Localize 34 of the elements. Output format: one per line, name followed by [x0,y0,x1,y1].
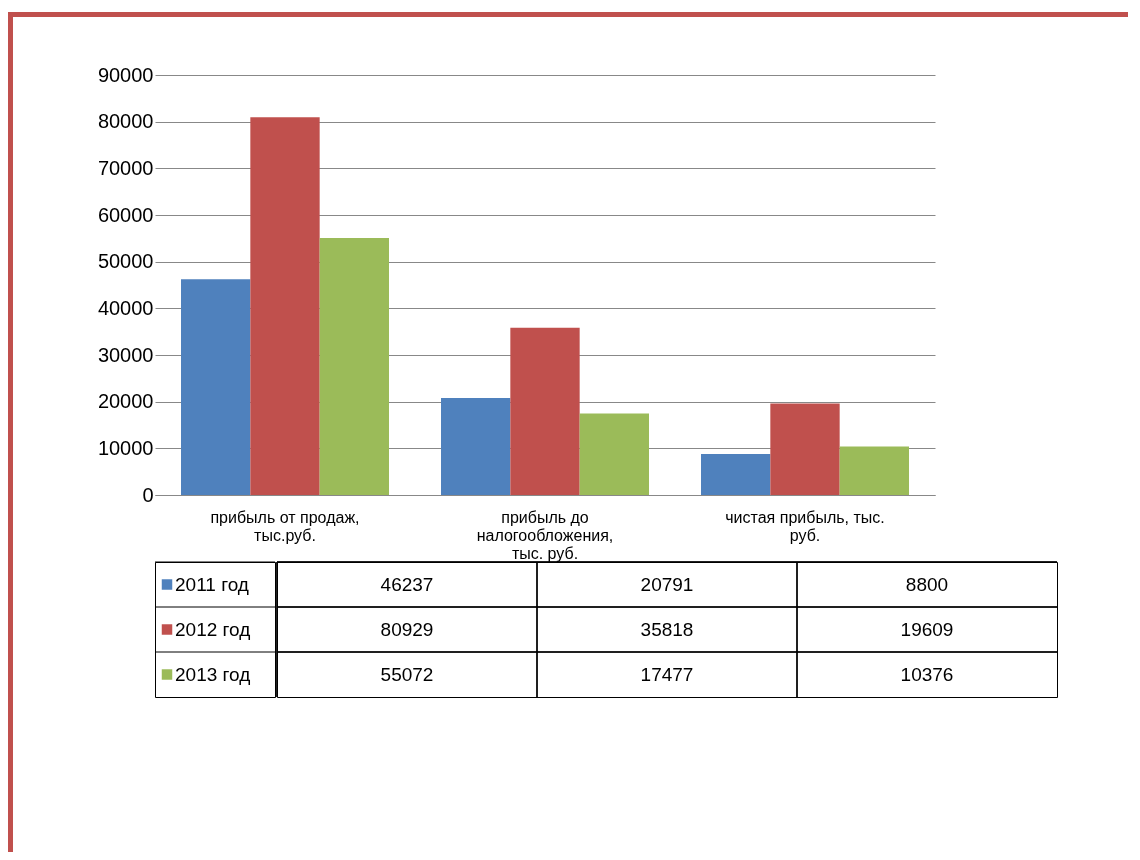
bar [701,453,771,495]
data-label: 10376 [900,663,954,685]
x-tick-label: прибыль до налогообложения, тыс. руб. [476,508,614,562]
y-tick-label: 70000 [97,156,154,179]
legend-label: 2013 год [175,663,251,685]
data-label: 8800 [905,573,949,595]
y-tick-label: 20000 [97,390,154,413]
data-label: 35818 [640,618,694,640]
x-tick-label: прибыль от продаж, тыс.руб. [210,508,360,544]
y-tick-label: 80000 [97,110,154,133]
y-tick-label: 0 [142,483,154,506]
bar [770,403,840,495]
bar [441,397,511,495]
bar [839,446,909,495]
data-label: 80929 [380,618,434,640]
y-tick-label: 10000 [97,436,154,459]
y-tick-label: 50000 [97,250,154,273]
bar [579,413,649,495]
data-label: 20791 [640,573,694,595]
bar [510,327,580,495]
legend-label: 2012 год [175,618,251,640]
x-tick-label: чистая прибыль, тыс. руб. [725,508,885,544]
data-label: 55072 [380,663,434,685]
data-label: 19609 [900,618,954,640]
data-label: 46237 [380,573,434,595]
bar [181,279,251,495]
bar [250,117,320,495]
data-label: 17477 [640,663,694,685]
legend-label: 2011 год [175,573,249,595]
y-tick-label: 40000 [97,296,154,319]
y-tick-label: 90000 [97,63,154,86]
y-tick-label: 60000 [97,203,154,226]
y-tick-label: 30000 [97,343,154,366]
bar [319,238,389,495]
